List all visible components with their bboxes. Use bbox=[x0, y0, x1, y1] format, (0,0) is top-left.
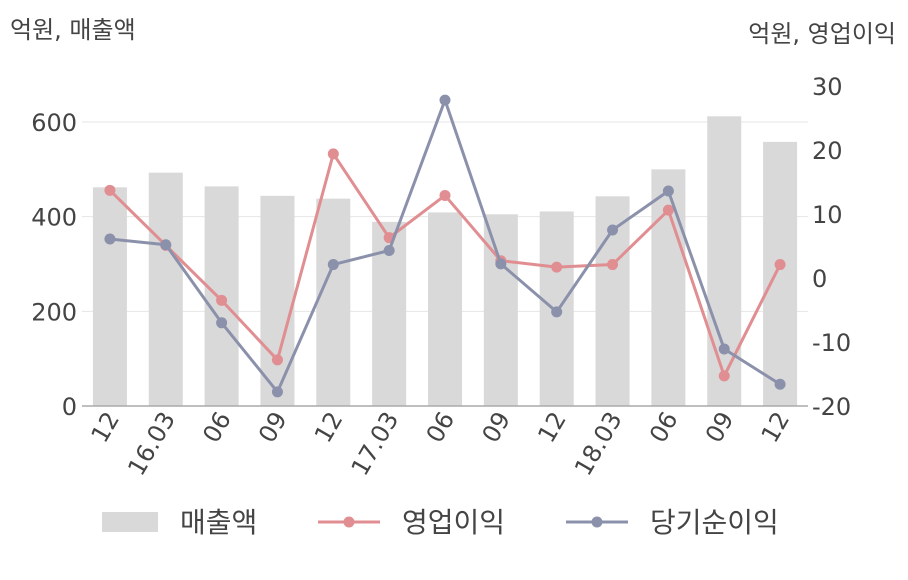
x-tick-label: 09 bbox=[477, 407, 517, 447]
x-tick-label: 12 bbox=[756, 407, 796, 447]
right-tick-label: 0 bbox=[812, 265, 827, 293]
data-point bbox=[104, 233, 116, 245]
right-axis-ticks: -20 -10 0 10 20 30 bbox=[812, 73, 851, 421]
left-tick-label: 600 bbox=[31, 109, 77, 137]
bar bbox=[260, 195, 295, 406]
left-axis-unit-label: 억원, 매출액 bbox=[10, 16, 136, 44]
data-point bbox=[662, 204, 674, 216]
legend-label: 매출액 bbox=[180, 506, 257, 539]
data-point bbox=[104, 184, 116, 196]
left-tick-label: 0 bbox=[62, 393, 77, 421]
data-point bbox=[216, 294, 228, 306]
data-point bbox=[718, 343, 730, 355]
x-tick-label: 17.03 bbox=[346, 407, 405, 481]
data-point bbox=[718, 370, 730, 382]
line-series bbox=[104, 94, 786, 398]
data-point bbox=[495, 258, 507, 270]
data-point bbox=[439, 189, 451, 201]
data-point bbox=[551, 306, 563, 318]
legend-swatch-bar bbox=[102, 512, 158, 532]
x-tick-label: 09 bbox=[253, 407, 293, 447]
bar-series bbox=[92, 116, 798, 406]
legend-label: 영업이익 bbox=[402, 506, 505, 539]
right-tick-label: -10 bbox=[812, 329, 851, 357]
data-point bbox=[327, 148, 339, 160]
legend-swatch-marker bbox=[591, 516, 603, 528]
bar bbox=[148, 172, 183, 406]
data-point bbox=[271, 386, 283, 398]
right-tick-label: -20 bbox=[812, 393, 851, 421]
data-point bbox=[160, 239, 172, 251]
data-point bbox=[774, 259, 786, 271]
legend-label: 당기순이익 bbox=[650, 506, 779, 539]
x-tick-label: 09 bbox=[700, 407, 740, 447]
left-tick-label: 200 bbox=[31, 298, 77, 326]
data-point bbox=[383, 244, 395, 256]
data-point bbox=[607, 259, 619, 271]
bar bbox=[428, 212, 462, 406]
data-point bbox=[551, 261, 563, 273]
bar bbox=[483, 214, 518, 406]
x-tick-label: 16.03 bbox=[122, 407, 181, 481]
right-tick-label: 20 bbox=[812, 137, 843, 165]
x-tick-label: 12 bbox=[309, 407, 349, 447]
data-point bbox=[271, 354, 283, 366]
x-tick-label: 06 bbox=[421, 407, 461, 447]
bar bbox=[316, 198, 351, 406]
right-tick-label: 30 bbox=[812, 73, 843, 101]
right-axis-unit-label: 억원, 영업이익 bbox=[748, 20, 896, 48]
bar bbox=[763, 141, 798, 406]
data-point bbox=[327, 259, 339, 271]
left-axis-ticks: 0 200 400 600 bbox=[31, 109, 77, 421]
x-tick-label: 18.03 bbox=[569, 407, 628, 481]
x-tick-label: 06 bbox=[644, 407, 684, 447]
right-tick-label: 10 bbox=[812, 201, 843, 229]
left-tick-label: 400 bbox=[31, 204, 77, 232]
data-point bbox=[216, 317, 228, 329]
data-point bbox=[774, 378, 786, 390]
data-point bbox=[607, 224, 619, 236]
legend-swatch-marker bbox=[343, 516, 355, 528]
x-tick-label: 12 bbox=[532, 407, 572, 447]
data-point bbox=[662, 185, 674, 197]
x-tick-label: 06 bbox=[197, 407, 237, 447]
bar bbox=[92, 187, 127, 406]
bar bbox=[707, 116, 742, 406]
x-tick-label: 12 bbox=[86, 407, 126, 447]
legend: 매출액 영업이익 당기순이익 bbox=[102, 506, 779, 539]
data-point bbox=[439, 94, 451, 106]
